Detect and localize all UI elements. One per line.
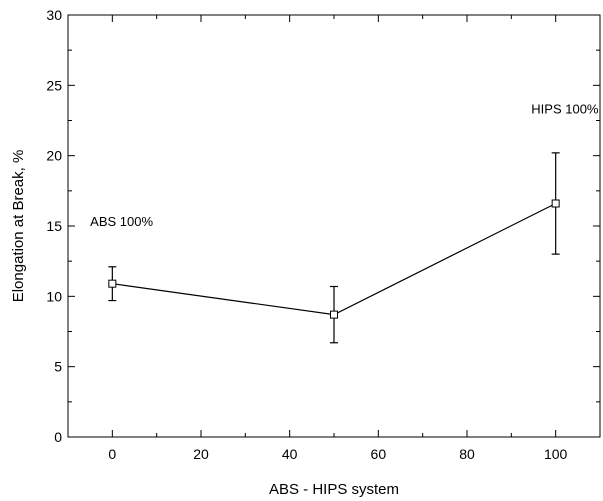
x-axis-ticks: 0 20 40 60 80 100 — [108, 15, 568, 462]
x-tick-label: 40 — [282, 446, 298, 462]
y-tick-label: 20 — [46, 148, 62, 164]
y-tick-label: 25 — [46, 77, 62, 93]
series-layer — [108, 152, 560, 344]
y-tick-label: 10 — [46, 288, 62, 304]
x-tick-label: 80 — [459, 446, 475, 462]
y-tick-label: 15 — [46, 218, 62, 234]
data-point-marker — [108, 279, 117, 288]
annotation-label: ABS 100% — [90, 214, 153, 229]
x-tick-label: 0 — [108, 446, 116, 462]
x-tick-label: 60 — [371, 446, 387, 462]
data-point-marker — [330, 310, 338, 319]
y-axis-title: Elongation at Break, % — [10, 150, 27, 303]
y-tick-label: 30 — [46, 7, 62, 23]
annotation-layer: ABS 100% HIPS 100% — [90, 101, 599, 229]
y-tick-label: 5 — [54, 359, 62, 375]
x-axis-title: ABS - HIPS system — [269, 481, 399, 498]
x-tick-label: 20 — [193, 446, 209, 462]
annotation-label: HIPS 100% — [531, 101, 599, 116]
x-tick-label: 100 — [544, 446, 568, 462]
data-point-marker — [551, 199, 560, 208]
y-tick-label: 0 — [54, 429, 62, 445]
y-axis-ticks: 0 5 10 15 20 25 30 — [46, 7, 600, 445]
